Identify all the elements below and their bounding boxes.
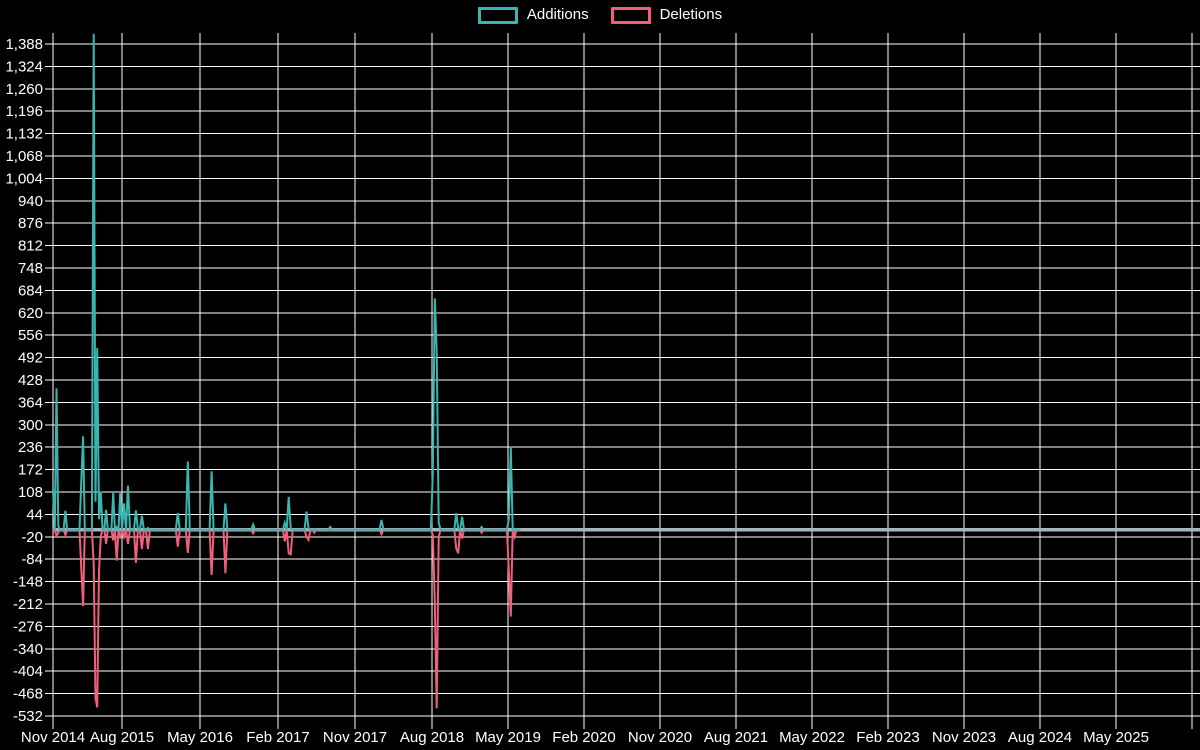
y-tick-label: 364: [18, 394, 43, 411]
y-tick-label: -404: [13, 663, 43, 680]
y-tick-label: 620: [18, 305, 43, 322]
y-tick-label: 1,260: [5, 81, 43, 98]
y-tick-label: 1,196: [5, 103, 43, 120]
legend-label-deletions: Deletions: [659, 6, 723, 23]
y-tick-label: -532: [13, 708, 43, 725]
y-tick-label: 1,324: [5, 58, 43, 75]
x-tick-label: Aug 2018: [400, 729, 464, 746]
y-tick-label: 1,068: [5, 148, 43, 165]
x-tick-label: Nov 2014: [21, 729, 85, 746]
y-tick-label: 1,132: [5, 126, 43, 143]
x-tick-label: May 2022: [779, 729, 845, 746]
axis-ticks: [45, 43, 1193, 729]
y-tick-label: 236: [18, 439, 43, 456]
y-tick-label: -20: [21, 529, 43, 546]
x-tick-label: May 2016: [167, 729, 233, 746]
y-tick-label: 492: [18, 350, 43, 367]
x-tick-label: Feb 2017: [246, 729, 309, 746]
chart-legend: Additions Deletions: [0, 6, 1200, 24]
x-tick-label: Aug 2015: [90, 729, 154, 746]
y-tick-label: -148: [13, 574, 43, 591]
y-tick-label: 172: [18, 462, 43, 479]
y-tick-label: -276: [13, 618, 43, 635]
y-tick-label: 940: [18, 193, 43, 210]
x-tick-label: Nov 2020: [628, 729, 692, 746]
additions-line: [52, 33, 521, 533]
legend-item-deletions[interactable]: Deletions: [610, 6, 723, 24]
legend-label-additions: Additions: [526, 6, 589, 23]
y-tick-label: 1,388: [5, 36, 43, 53]
y-tick-label: 44: [26, 506, 43, 523]
y-tick-label: 748: [18, 260, 43, 277]
x-tick-label: Nov 2023: [932, 729, 996, 746]
legend-item-additions[interactable]: Additions: [477, 6, 589, 24]
x-tick-label: Nov 2017: [323, 729, 387, 746]
x-tick-label: May 2019: [475, 729, 541, 746]
x-tick-label: Feb 2023: [856, 729, 919, 746]
y-tick-label: -468: [13, 686, 43, 703]
deletions-swatch-icon: [610, 6, 651, 24]
x-tick-label: May 2025: [1083, 729, 1149, 746]
x-tick-label: Aug 2021: [704, 729, 768, 746]
gridlines: [52, 33, 1200, 722]
y-tick-label: 108: [18, 484, 43, 501]
y-tick-label: 556: [18, 327, 43, 344]
y-tick-label: -212: [13, 596, 43, 613]
deletions-line: [52, 527, 521, 709]
y-tick-label: 1,004: [5, 170, 43, 187]
y-tick-label: 300: [18, 417, 43, 434]
y-tick-label: 684: [18, 282, 43, 299]
y-tick-label: 428: [18, 372, 43, 389]
x-tick-label: Aug 2024: [1008, 729, 1072, 746]
y-tick-label: 876: [18, 215, 43, 232]
y-tick-label: -340: [13, 641, 43, 658]
y-tick-label: 812: [18, 238, 43, 255]
x-tick-label: Feb 2020: [552, 729, 615, 746]
y-tick-label: -84: [21, 551, 43, 568]
y-axis-labels: 1,388 1,324 1,260 1,196 1,132 1,068 1,004 940 87…: [5, 36, 43, 725]
x-axis-labels: Nov 2014 Aug 2015 May 2016 Feb 2017 Nov 2017…: [21, 729, 1149, 746]
additions-swatch-icon: [477, 6, 518, 24]
